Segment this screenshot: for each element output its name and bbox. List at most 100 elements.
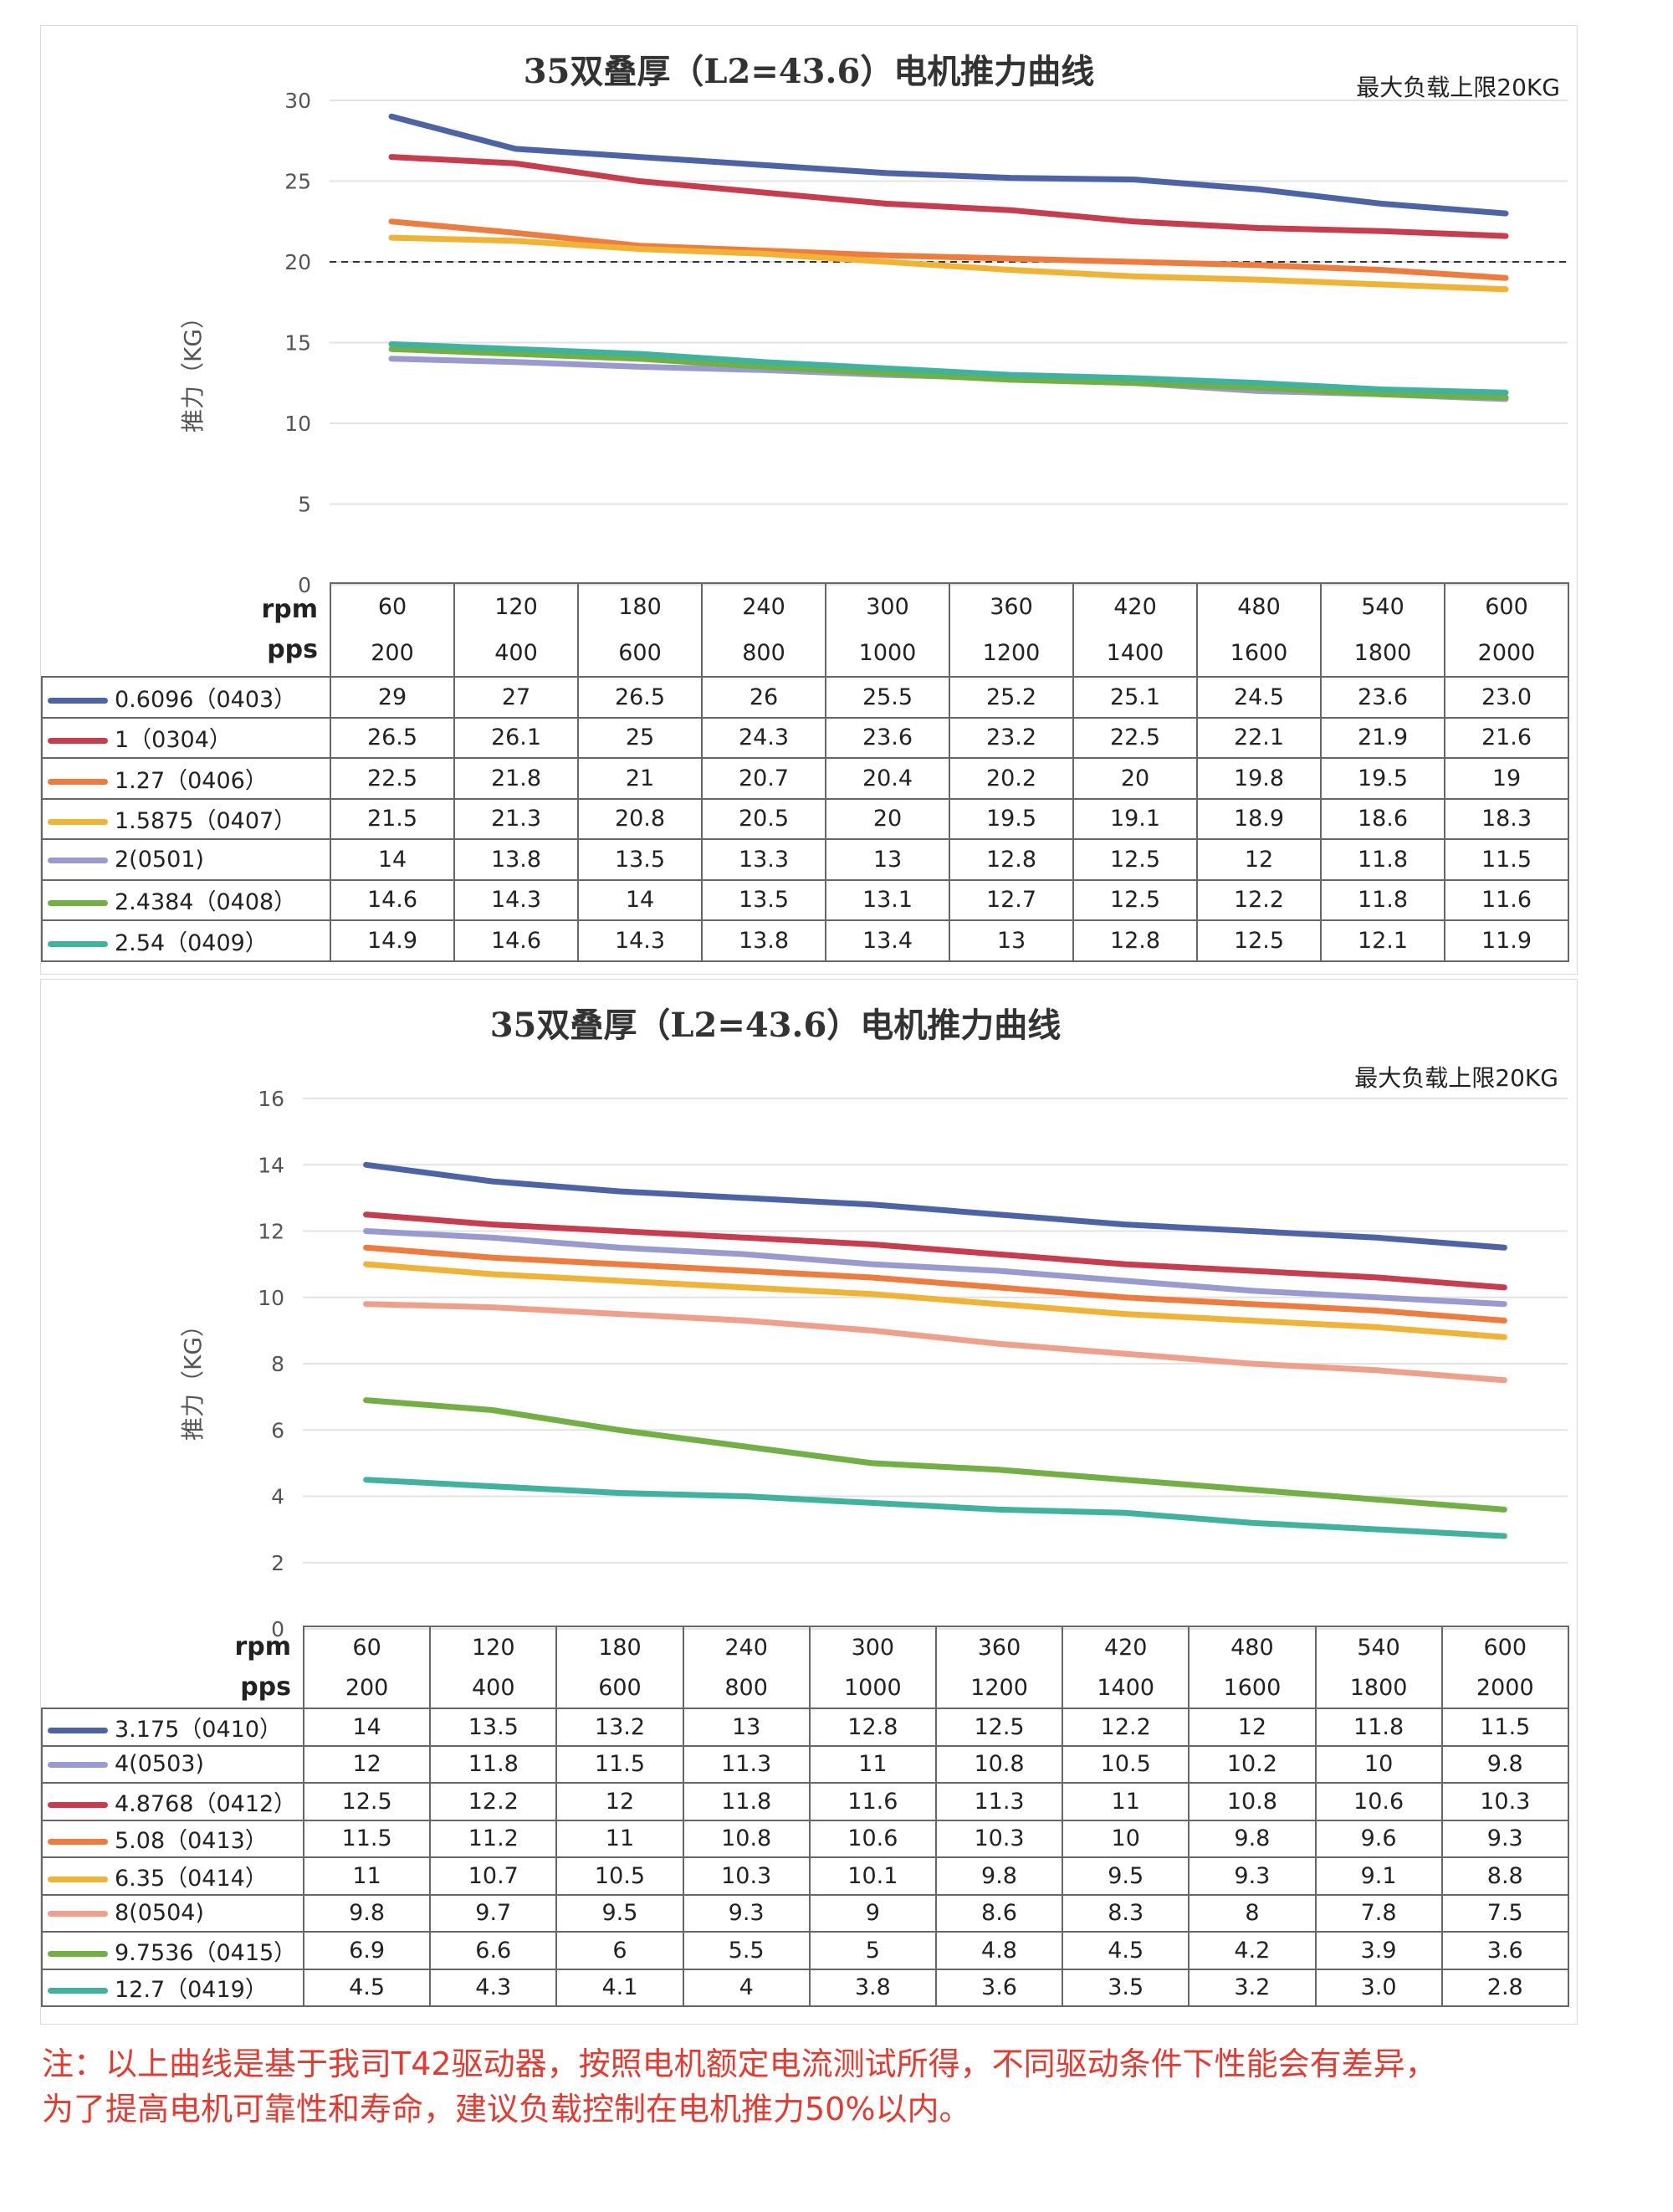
series-line (388, 234, 1509, 293)
value-cell: 13 (682, 1708, 811, 1747)
value-cell: 26.5 (330, 716, 455, 759)
value-cell: 20.2 (949, 757, 1074, 800)
rpm-cell: 120 (429, 1626, 558, 1667)
value-cell: 22.1 (1196, 716, 1322, 759)
legend-swatch (48, 1839, 108, 1846)
footnote-line-2: 为了提高电机可靠性和寿命，建议负载控制在电机推力50%以内。 (42, 2091, 971, 2128)
value-cell: 12.2 (1062, 1708, 1190, 1747)
value-cell: 22.5 (330, 757, 455, 800)
value-cell: 13.4 (825, 919, 950, 962)
value-cell: 11 (1062, 1782, 1190, 1821)
series-name-cell: 1（0304） (41, 716, 331, 759)
table-row: 1.27（0406） 22.5 21.8 21 20.7 20.4 20.2 20 19.8 19… (41, 757, 1569, 800)
series-name-cell: 9.7536（0415） (41, 1931, 304, 1970)
value-cell: 5 (808, 1931, 937, 1970)
value-cell: 8.3 (1062, 1893, 1190, 1933)
value-cell: 12.2 (429, 1782, 558, 1821)
value-cell: 12.5 (1196, 919, 1322, 962)
legend-swatch (48, 1911, 108, 1918)
value-cell: 4.1 (555, 1968, 684, 2007)
legend-swatch (48, 778, 108, 785)
value-cell: 12 (1188, 1708, 1317, 1747)
value-cell: 24.3 (701, 716, 826, 759)
pps-cell: 800 (701, 630, 826, 678)
rpm-cell: 240 (701, 582, 826, 630)
value-cell: 3.2 (1188, 1968, 1317, 2007)
pps-cell: 1000 (825, 630, 950, 678)
series-name: 1.27（0406） (115, 767, 268, 794)
value-cell: 19.5 (1320, 757, 1445, 800)
y-tick-label: 8 (271, 1352, 284, 1376)
value-cell: 9.7 (429, 1893, 558, 1933)
value-cell: 4.3 (429, 1968, 558, 2007)
value-cell: 21 (577, 757, 703, 800)
value-cell: 13 (825, 838, 950, 881)
chart-panel-1: 35双叠厚（L2=43.6）电机推力曲线 最大负载上限20KG 推力（KG） 0… (40, 25, 1578, 975)
value-cell: 10.8 (682, 1819, 811, 1858)
value-cell: 22.5 (1072, 716, 1198, 759)
value-cell: 4.2 (1188, 1931, 1317, 1970)
legend-swatch (48, 1762, 108, 1769)
series-name: 1.5875（0407） (115, 808, 297, 835)
series-line (388, 113, 1509, 217)
value-cell: 10.5 (555, 1856, 684, 1896)
rpm-cell: 180 (577, 582, 703, 630)
value-cell: 10.5 (1062, 1744, 1190, 1784)
table-row: 8(0504) 9.8 9.7 9.5 9.3 9 8.6 8.3 8 7.8 7.5 (41, 1893, 1569, 1933)
value-cell: 13.5 (429, 1708, 558, 1747)
value-cell: 21.5 (330, 797, 455, 840)
value-cell: 10.3 (934, 1819, 1064, 1858)
value-cell: 3.0 (1314, 1968, 1443, 2007)
pps-cell: 200 (302, 1667, 432, 1709)
value-cell: 11.2 (429, 1819, 558, 1858)
legend-swatch (48, 1988, 108, 1994)
pps-row-label: pps (240, 1672, 291, 1702)
value-cell: 12.8 (808, 1708, 937, 1747)
y-tick-label: 4 (271, 1485, 284, 1509)
value-cell: 2.8 (1440, 1968, 1569, 2007)
pps-cell: 800 (682, 1667, 811, 1709)
footnote-line-1: 注：以上曲线是基于我司T42驱动器，按照电机额定电流测试所得，不同驱动条件下性能… (42, 2046, 1437, 2082)
value-cell: 14.9 (330, 919, 455, 962)
series-line (363, 1301, 1507, 1384)
value-cell: 11.5 (302, 1819, 432, 1858)
value-cell: 23.0 (1444, 676, 1569, 719)
pps-cell: 1800 (1320, 630, 1445, 678)
value-cell: 7.5 (1440, 1893, 1569, 1933)
rpm-cell: 120 (453, 582, 579, 630)
value-cell: 6.6 (429, 1931, 558, 1970)
pps-cell: 1200 (949, 630, 1074, 678)
value-cell: 18.3 (1444, 797, 1569, 840)
value-cell: 26.5 (577, 676, 703, 719)
value-cell: 9.3 (682, 1893, 811, 1933)
pps-cell: 2000 (1440, 1667, 1569, 1709)
value-cell: 12.7 (949, 878, 1074, 921)
value-cell: 3.9 (1314, 1931, 1443, 1970)
table-row: 4.8768（0412） 12.5 12.2 12 11.8 11.6 11.3 11 10.8… (41, 1782, 1569, 1821)
table-row: 3.175（0410） 14 13.5 13.2 13 12.8 12.5 12.2 12 11.… (41, 1708, 1569, 1747)
pps-cell: 600 (577, 630, 703, 678)
value-cell: 13 (949, 919, 1074, 962)
value-cell: 12 (555, 1782, 684, 1821)
y-tick-label: 25 (284, 170, 311, 194)
y-tick-label: 2 (271, 1551, 284, 1575)
series-name-cell: 2.4384（0408） (41, 878, 331, 921)
value-cell: 9.8 (302, 1893, 432, 1933)
table-row: 1.5875（0407） 21.5 21.3 20.8 20.5 20 19.5 19.1 18… (41, 797, 1569, 840)
value-cell: 18.6 (1320, 797, 1445, 840)
value-cell: 9.8 (934, 1856, 1064, 1896)
value-cell: 13.2 (555, 1708, 684, 1747)
value-cell: 10.3 (1440, 1782, 1569, 1821)
value-cell: 10.1 (808, 1856, 937, 1896)
rpm-cell: 180 (555, 1626, 684, 1667)
series-line (363, 1397, 1507, 1513)
value-cell: 4 (682, 1968, 811, 2007)
series-line (363, 1244, 1507, 1324)
series-name: 4(0503) (115, 1751, 204, 1778)
value-cell: 13.5 (577, 838, 703, 881)
value-cell: 14.3 (577, 919, 703, 962)
value-cell: 12.5 (1072, 878, 1198, 921)
table-row: 1（0304） 26.5 26.1 25 24.3 23.6 23.2 22.5 22.1 21.… (41, 716, 1569, 759)
legend-swatch (48, 1950, 108, 1957)
value-cell: 11.8 (682, 1782, 811, 1821)
